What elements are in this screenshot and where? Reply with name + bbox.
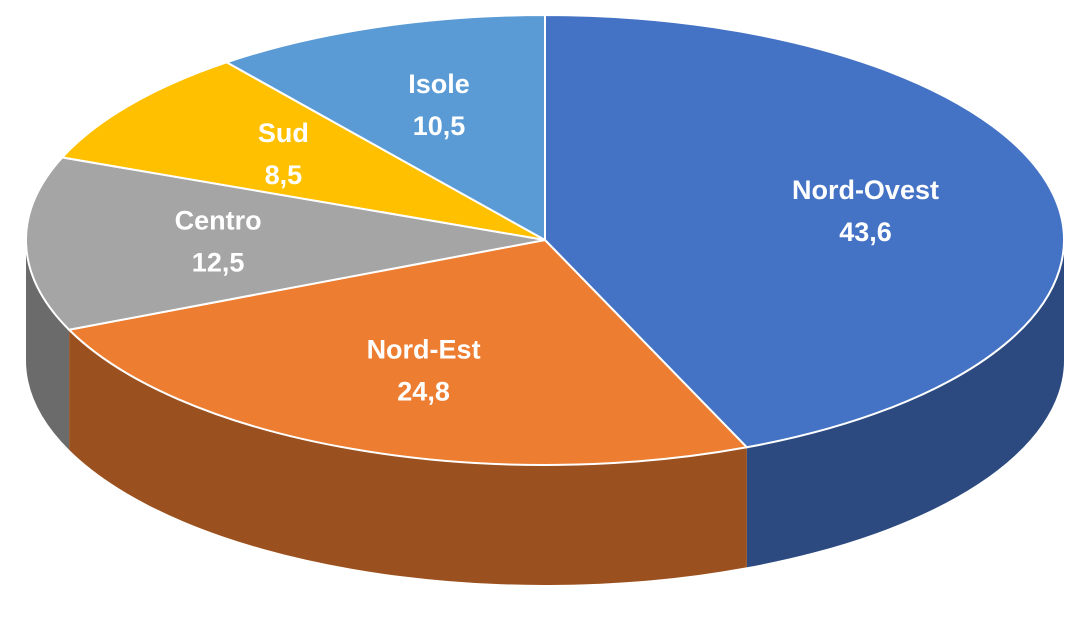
slice xyxy=(25,156,546,331)
value-label: 43,6 xyxy=(839,217,892,247)
slice xyxy=(60,61,546,241)
slice-side-shade xyxy=(746,240,1064,568)
slice xyxy=(544,13,1065,449)
value-label: 10,5 xyxy=(413,111,466,141)
value-label: 24,8 xyxy=(397,377,450,407)
slice-label: Sud xyxy=(258,118,309,148)
slice-side xyxy=(26,240,70,450)
slice-label: Nord-Ovest xyxy=(792,175,939,205)
value-label: 12,5 xyxy=(192,248,245,278)
slice-label: Isole xyxy=(408,69,470,99)
slice-side-shade xyxy=(26,240,70,450)
slice-side xyxy=(746,240,1064,568)
slice-label: Centro xyxy=(175,206,262,236)
slice xyxy=(224,13,546,242)
slice-label: Nord-Est xyxy=(367,335,481,365)
slice xyxy=(67,238,749,467)
value-label: 8,5 xyxy=(265,160,303,190)
